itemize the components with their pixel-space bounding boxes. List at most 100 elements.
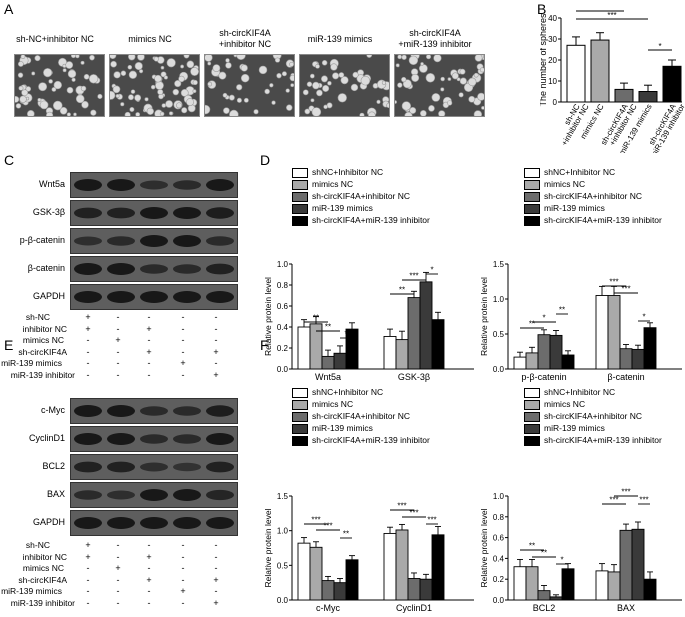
- blot-band: [107, 236, 135, 246]
- sphere-cell: [17, 72, 24, 78]
- y-tick-label: 0: [553, 98, 558, 107]
- legend-swatch: [524, 412, 540, 422]
- sphere-cell: [115, 94, 120, 98]
- sphere-cell: [428, 105, 435, 112]
- y-tick-label: 0.8: [493, 513, 505, 522]
- bar: [309, 323, 323, 370]
- sphere-cell: [276, 72, 282, 79]
- bar: [566, 44, 586, 103]
- significance-label: ***: [595, 8, 604, 12]
- sphere-cell: [205, 55, 213, 62]
- bar: [333, 352, 347, 370]
- bar: [395, 339, 409, 370]
- y-tick-label: 0.5: [493, 330, 505, 339]
- condition-sign: -: [86, 335, 90, 345]
- blot-bands: [74, 235, 234, 247]
- sphere-cell: [120, 102, 125, 107]
- e-blot-strip: [70, 398, 238, 424]
- sphere-cell: [88, 74, 99, 84]
- blot-band: [74, 207, 102, 219]
- sphere-cell: [316, 89, 323, 97]
- sphere-cell: [271, 100, 276, 105]
- condition-sign: -: [181, 369, 185, 380]
- blot-band: [206, 461, 234, 473]
- significance-label: ***: [323, 522, 332, 531]
- micrograph-image: [204, 54, 295, 117]
- condition-sign: -: [214, 540, 218, 550]
- legend-label: shNC+Inhibitor NC: [312, 167, 384, 177]
- micrograph-image: [299, 54, 390, 117]
- condition-sign: -: [181, 574, 185, 585]
- sphere-cell: [321, 60, 328, 66]
- legend-label: sh-circKIF4A+miR-139 inhibitor: [312, 435, 430, 445]
- blot-band: [173, 489, 201, 501]
- y-tick-label: 0.6: [277, 302, 289, 311]
- legend-swatch: [292, 436, 308, 446]
- sphere-cell: [180, 88, 189, 97]
- sphere-cell: [286, 104, 293, 111]
- bar: [549, 334, 563, 370]
- sphere-cell: [310, 98, 315, 103]
- bar: [407, 297, 421, 370]
- sphere-cell: [323, 104, 328, 110]
- sphere-cell: [134, 94, 142, 102]
- blot-band: [173, 517, 201, 529]
- sphere-cell: [21, 89, 29, 97]
- group-label: CyclinD1: [396, 603, 432, 613]
- sphere-cell: [75, 55, 80, 59]
- condition-sign: -: [116, 551, 120, 562]
- bar: [321, 580, 335, 601]
- sphere-cell: [176, 102, 183, 109]
- legend-swatch: [524, 216, 540, 226]
- sphere-cell: [479, 67, 484, 73]
- sphere-cell: [360, 75, 371, 86]
- bar: [561, 568, 575, 601]
- blot-band: [107, 433, 135, 445]
- sphere-cell: [269, 83, 274, 88]
- sphere-cell: [128, 55, 136, 61]
- condition-sign: -: [214, 358, 218, 368]
- micrograph-image: [109, 54, 200, 117]
- blot-protein-label: β-catenin: [27, 263, 65, 273]
- sphere-cell: [411, 73, 420, 82]
- blot-band: [206, 179, 234, 191]
- y-axis-label: Relative protein level: [263, 508, 273, 587]
- sphere-cell: [186, 98, 194, 106]
- bar: [643, 327, 657, 370]
- sphere-cell: [38, 82, 48, 92]
- y-tick-label: 1.0: [493, 295, 505, 304]
- sphere-cell: [481, 105, 484, 110]
- blot-band: [206, 489, 234, 501]
- y-tick-label: 10: [548, 77, 557, 86]
- group-label: Wnt5a: [315, 372, 341, 382]
- sphere-cell: [130, 89, 136, 94]
- condition-sign: +: [85, 540, 91, 550]
- blot-band: [74, 179, 102, 191]
- sphere-cell: [458, 92, 464, 98]
- blot-band: [140, 517, 168, 529]
- sphere-cell: [397, 82, 403, 88]
- legend-label: miR-139 mimics: [312, 423, 373, 433]
- sphere-cell: [350, 83, 359, 92]
- bar: [395, 529, 409, 601]
- bar: [638, 91, 658, 103]
- blot-band: [107, 179, 135, 191]
- condition-sign: +: [213, 574, 219, 585]
- sphere-cell: [163, 75, 168, 80]
- blot-band: [206, 433, 234, 445]
- sphere-cell: [39, 100, 49, 110]
- sphere-cell: [154, 74, 162, 83]
- bar: [595, 295, 609, 370]
- condition-sign: -: [147, 563, 151, 573]
- sphere-cell: [127, 64, 133, 70]
- c-blot-strip: [70, 200, 238, 226]
- sphere-cell: [178, 75, 185, 83]
- condition-sign: -: [86, 597, 90, 608]
- sphere-cell: [172, 88, 180, 96]
- y-tick-label: 0.6: [493, 534, 505, 543]
- significance-label: ***: [621, 285, 630, 294]
- sphere-cell: [183, 55, 190, 59]
- blot-band: [140, 264, 168, 274]
- condition-sign: -: [116, 540, 120, 550]
- legend-label: shNC+Inhibitor NC: [544, 387, 616, 397]
